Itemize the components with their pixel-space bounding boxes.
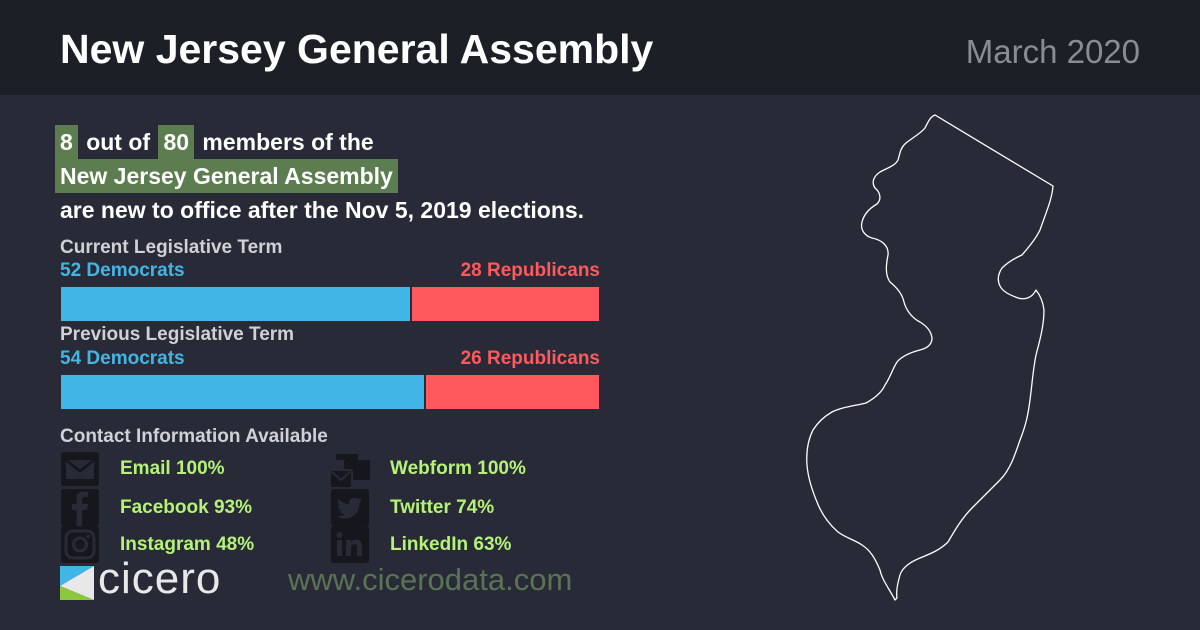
cicero-logo: cicero [60, 554, 270, 603]
twitter-icon [331, 489, 369, 526]
current-rep-bar [411, 286, 600, 322]
email-stat: Email 100% [120, 458, 225, 479]
previous-dem-label: 54 Democrats [60, 348, 185, 369]
twitter-stat: Twitter 74% [390, 497, 495, 518]
new-jersey-map [806, 114, 1054, 601]
previous-term-bar [60, 374, 600, 410]
contact-facebook: Facebook 93% [60, 489, 330, 527]
headline: 8 out of 80 members of the New Jersey Ge… [55, 125, 695, 227]
contact-twitter: Twitter 74% [330, 489, 600, 527]
email-icon [61, 452, 99, 486]
contact-email: Email 100% [60, 450, 330, 488]
header-bar: New Jersey General Assembly March 2020 [0, 0, 1200, 95]
instagram-icon [61, 526, 99, 563]
page-title: New Jersey General Assembly [60, 26, 654, 72]
current-dem-bar [60, 286, 411, 322]
previous-dem-bar [60, 374, 425, 410]
facebook-stat: Facebook 93% [120, 497, 252, 518]
current-rep-label: 28 Republicans [460, 260, 600, 281]
facebook-icon [61, 489, 99, 526]
contact-instagram: Instagram 48% [60, 526, 330, 564]
contact-heading: Contact Information Available [60, 426, 328, 447]
headline-tail: are new to office after the Nov 5, 2019 … [60, 197, 585, 223]
body-name-highlight: New Jersey General Assembly [55, 159, 398, 193]
linkedin-icon [331, 526, 369, 563]
cicero-logo-mark [60, 566, 94, 600]
total-members-count: 80 [158, 125, 195, 159]
headline-out-of: out of [86, 129, 151, 155]
current-dem-label: 52 Democrats [60, 260, 185, 281]
instagram-stat: Instagram 48% [120, 534, 255, 555]
previous-rep-bar [424, 374, 600, 410]
contact-linkedin: LinkedIn 63% [330, 526, 600, 564]
new-members-count: 8 [55, 125, 78, 159]
website-url[interactable]: www.cicerodata.com [288, 562, 573, 597]
webform-stat: Webform 100% [390, 458, 526, 479]
current-term-label: Current Legislative Term [60, 237, 283, 258]
previous-term-label: Previous Legislative Term [60, 324, 295, 345]
headline-members-of: members of the [202, 129, 374, 155]
cicero-wordmark: cicero [98, 554, 222, 603]
previous-rep-label: 26 Republicans [460, 348, 600, 369]
current-term-bar [60, 286, 600, 322]
linkedin-stat: LinkedIn 63% [390, 534, 512, 555]
report-date: March 2020 [965, 33, 1140, 70]
webform-icon [330, 454, 370, 488]
contact-webform: Webform 100% [330, 450, 600, 488]
